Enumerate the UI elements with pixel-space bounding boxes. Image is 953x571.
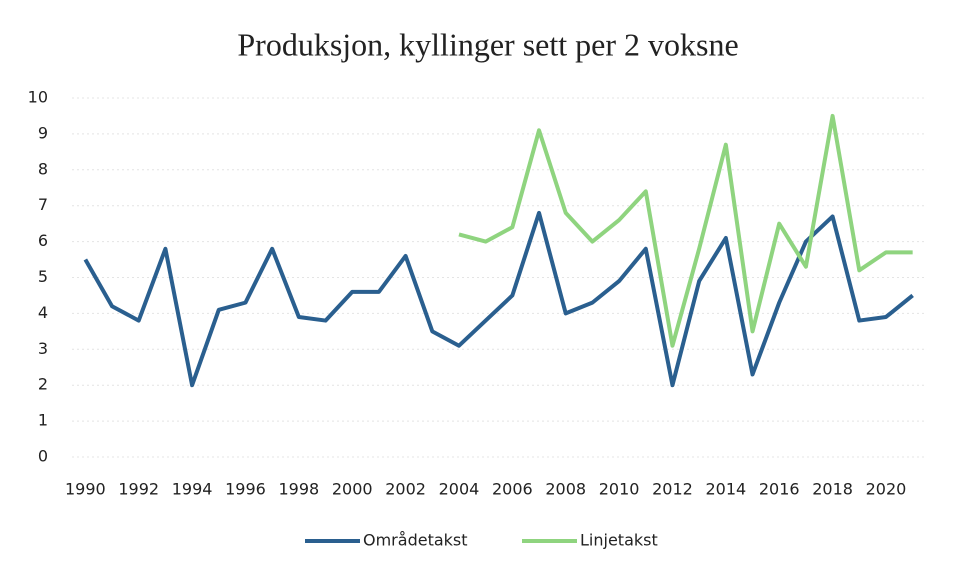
y-tick-label: 2 <box>38 375 48 394</box>
y-tick-label: 1 <box>38 411 48 430</box>
x-tick-label: 2014 <box>705 480 746 499</box>
y-tick-label: 6 <box>38 231 48 250</box>
x-tick-label: 2008 <box>545 480 586 499</box>
x-tick-label: 2020 <box>866 480 907 499</box>
y-tick-label: 7 <box>38 195 48 214</box>
x-tick-label: 2004 <box>439 480 480 499</box>
x-tick-label: 1994 <box>172 480 213 499</box>
x-tick-label: 2002 <box>385 480 426 499</box>
series-line <box>458 113 913 348</box>
y-tick-label: 0 <box>38 447 48 466</box>
series-line <box>83 210 914 388</box>
y-tick-label: 4 <box>38 303 48 322</box>
x-tick-label: 1998 <box>278 480 319 499</box>
y-tick-label: 8 <box>38 159 48 178</box>
legend-label: Linjetakst <box>580 531 658 550</box>
legend-label: Områdetakst <box>363 531 468 550</box>
y-tick-label: 10 <box>28 88 48 107</box>
x-tick-label: 2010 <box>599 480 640 499</box>
x-tick-label: 1990 <box>65 480 106 499</box>
x-tick-label: 1992 <box>118 480 159 499</box>
x-tick-label: 2018 <box>812 480 853 499</box>
y-tick-label: 9 <box>38 123 48 142</box>
x-tick-label: 2012 <box>652 480 693 499</box>
y-tick-label: 3 <box>38 339 48 358</box>
chart-title: Produksjon, kyllinger sett per 2 voksne <box>237 26 738 62</box>
y-tick-label: 5 <box>38 267 48 286</box>
x-tick-label: 2000 <box>332 480 373 499</box>
x-tick-label: 1996 <box>225 480 266 499</box>
x-tick-label: 2016 <box>759 480 800 499</box>
x-tick-label: 2006 <box>492 480 533 499</box>
